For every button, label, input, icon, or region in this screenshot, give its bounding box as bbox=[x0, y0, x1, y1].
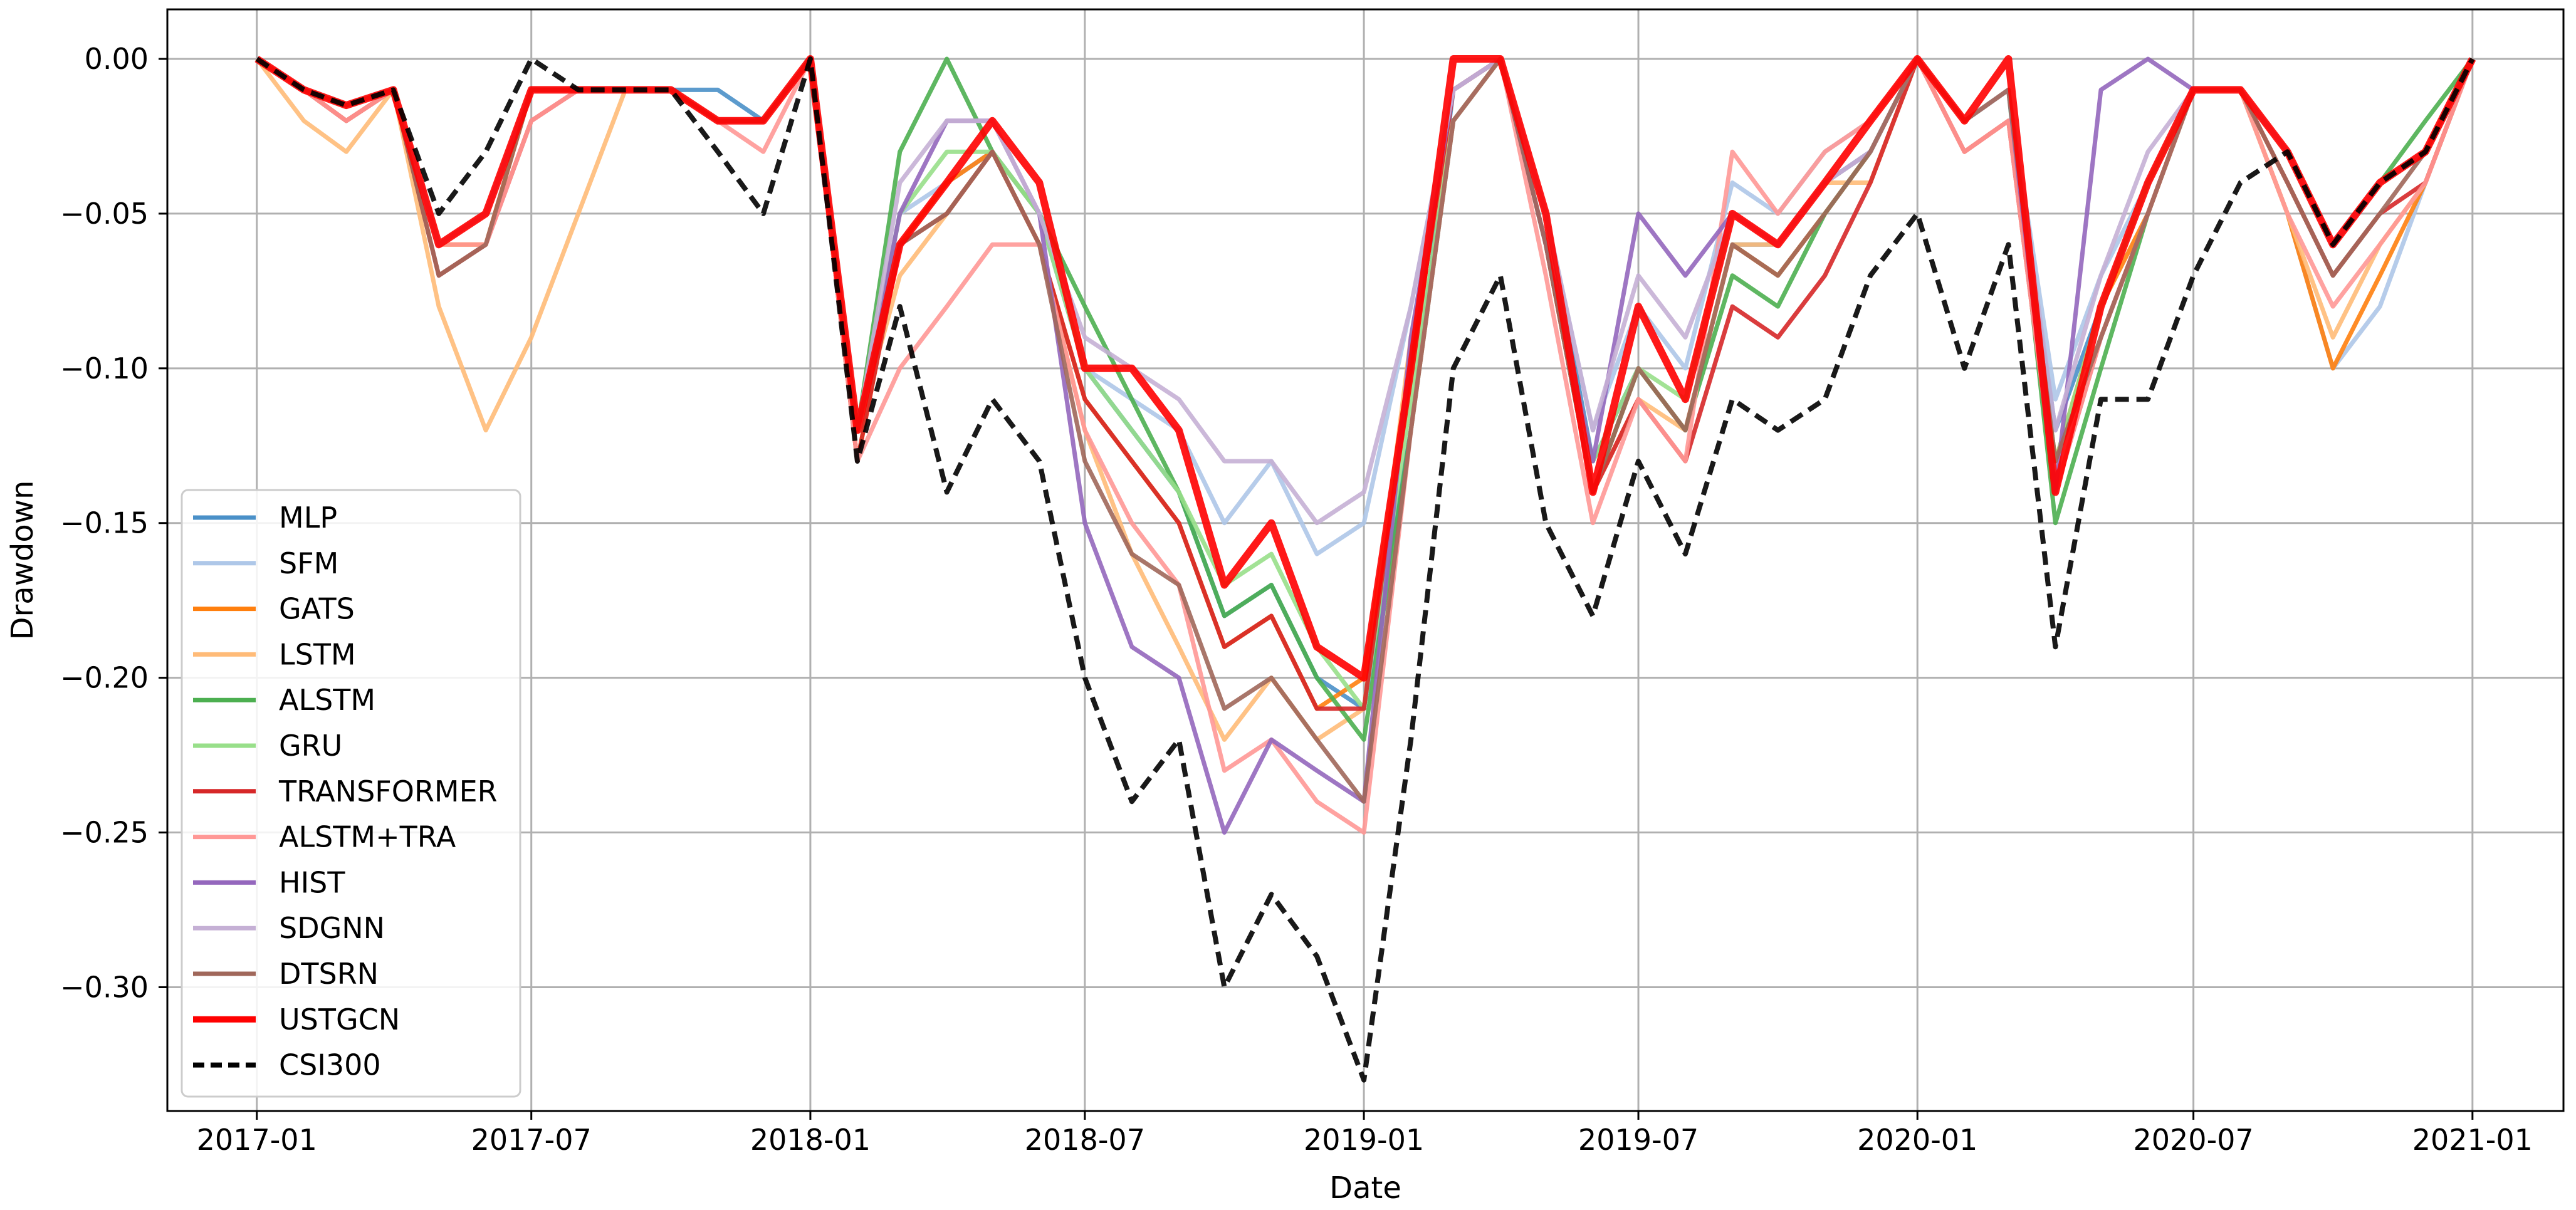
y-tick-label: 0.00 bbox=[85, 42, 149, 76]
legend-label: ALSTM bbox=[279, 683, 375, 717]
x-tick-label: 2020-07 bbox=[2134, 1123, 2254, 1157]
y-tick-label: −0.10 bbox=[60, 352, 149, 385]
legend-label: ALSTM+TRA bbox=[279, 820, 456, 854]
x-tick-label: 2021-01 bbox=[2412, 1123, 2533, 1157]
x-tick-label: 2018-01 bbox=[750, 1123, 871, 1157]
legend-label: DTSRN bbox=[279, 957, 379, 991]
series-line-csi300 bbox=[255, 56, 2475, 1083]
legend-label: SDGNN bbox=[279, 911, 385, 945]
x-tick-label: 2017-01 bbox=[197, 1123, 317, 1157]
y-tick-label: −0.30 bbox=[60, 970, 149, 1004]
axes-frame bbox=[166, 8, 2565, 1112]
y-axis: 0.00 −0.05 −0.10 −0.15 −0.20 −0.25 −0.30 bbox=[60, 42, 167, 1004]
y-tick-label: −0.15 bbox=[60, 506, 149, 540]
x-tick-label: 2018-07 bbox=[1025, 1123, 1145, 1157]
legend-label: USTGCN bbox=[279, 1003, 400, 1036]
legend-label: HIST bbox=[279, 865, 345, 899]
x-tick-label: 2019-07 bbox=[1578, 1123, 1699, 1157]
legend-label: SFM bbox=[279, 546, 338, 580]
x-tick-label: 2017-07 bbox=[471, 1123, 592, 1157]
y-tick-label: −0.05 bbox=[60, 197, 149, 231]
x-axis: 2017-01 2017-07 2018-01 2018-07 2019-01 2019-… bbox=[197, 1111, 2533, 1157]
y-tick-label: −0.25 bbox=[60, 816, 149, 850]
x-axis-title: Date bbox=[1329, 1171, 1401, 1206]
plot-area bbox=[254, 55, 2476, 1083]
legend-label: GATS bbox=[279, 592, 355, 626]
legend-label: TRANSFORMER bbox=[278, 775, 498, 808]
legend-label: LSTM bbox=[279, 637, 356, 671]
legend: MLP SFM GATS LSTM ALSTM GRU TRANSFORMER ALSTM+T… bbox=[181, 489, 521, 1098]
x-tick-label: 2020-01 bbox=[1857, 1123, 1977, 1157]
legend-label: GRU bbox=[279, 729, 342, 763]
legend-box bbox=[181, 489, 521, 1098]
y-tick-label: −0.20 bbox=[60, 661, 149, 695]
y-axis-title: Drawdown bbox=[5, 481, 40, 640]
legend-label: MLP bbox=[279, 501, 337, 535]
legend-label: CSI300 bbox=[279, 1048, 381, 1082]
x-tick-label: 2019-01 bbox=[1304, 1123, 1424, 1157]
